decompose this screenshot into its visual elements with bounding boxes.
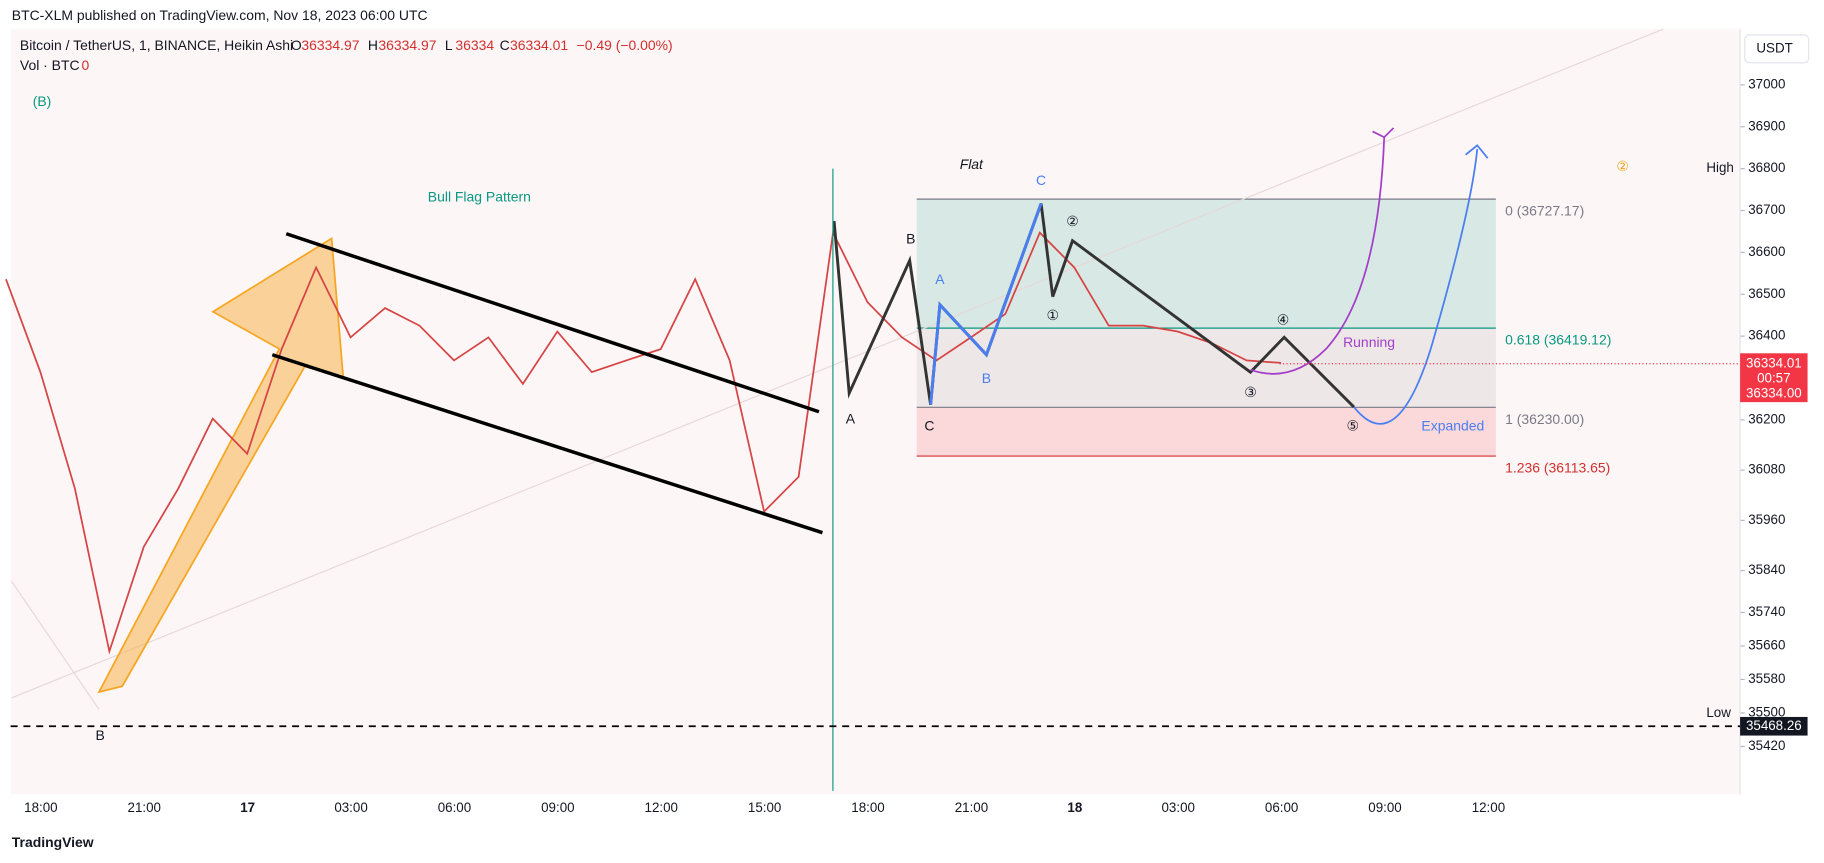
ohlc-value: 36334 (455, 37, 494, 53)
y-tick-label: 36500 (1748, 286, 1785, 301)
ohlc-key: O (291, 37, 302, 53)
footer: TradingView (12, 834, 94, 850)
annotation-w1: ① (1046, 307, 1059, 323)
high-tag: High (1706, 160, 1733, 175)
ohlc-value: 36334.97 (301, 37, 359, 53)
annotation-w5: ⑤ (1347, 418, 1360, 434)
running-path (1250, 137, 1386, 375)
annotation-wave_a2: A (935, 271, 945, 287)
publisher: BTC-XLM published on TradingView.com, No… (12, 7, 428, 23)
y-tick-label: 35500 (1748, 704, 1785, 719)
annotation-wave_c1: C (924, 418, 934, 434)
annotation-bull_flag: Bull Flag Pattern (428, 188, 531, 204)
fib-zone (916, 199, 1496, 329)
y-tick-label: 35740 (1748, 604, 1785, 619)
wave-label: (B) (33, 93, 52, 109)
arrow-head (1372, 127, 1395, 139)
ohlc-key: C (500, 37, 510, 53)
annotation-wave_b2: B (982, 370, 991, 386)
annotation-w4: ④ (1277, 312, 1290, 328)
y-tick-label: 35840 (1748, 562, 1785, 577)
y-tick-label: 36600 (1748, 244, 1785, 259)
y-tick-label: 35420 (1748, 738, 1785, 753)
ohlc: O 36334.97 H 36334.97 L 36334 C 36334.01 −0.49 (… (291, 37, 673, 53)
annotation-w3: ③ (1244, 384, 1257, 400)
x-tick-label: 09:00 (541, 800, 574, 815)
fib-zones (916, 198, 1496, 457)
last-label: 36334.01 (1746, 355, 1802, 370)
fib-label: 0.618 (36419.12) (1505, 332, 1611, 348)
volume-label: Vol · BTC (20, 57, 80, 73)
y-tick-label: 36700 (1748, 202, 1785, 217)
last-tag (1740, 353, 1808, 403)
y-tick-label: 36900 (1748, 118, 1785, 133)
trend-guide (11, 581, 100, 710)
low-price: 35468.26 (1746, 718, 1802, 733)
x-tick-label: 15:00 (748, 800, 781, 815)
ohlc-value: 36334.01 (510, 37, 568, 53)
x-tick-label: 21:00 (955, 800, 988, 815)
y-tick-label: 35580 (1748, 671, 1785, 686)
wave-line (929, 203, 1043, 405)
symbol: Bitcoin / TetherUS, 1, BINANCE, Heikin A… (20, 37, 293, 53)
x-tick-label: 18 (1067, 800, 1082, 815)
axes: 37000 36900 36800 36700 36600 36500 36400 36200… (10, 29, 1808, 815)
plot-bg (10, 29, 1741, 795)
fib-label: 1 (36230.00) (1505, 411, 1584, 427)
fib-label: 1.236 (36113.65) (1505, 460, 1610, 476)
annotation-running: Running (1343, 334, 1395, 350)
y-tick-label: 36200 (1748, 411, 1785, 426)
flag-line (271, 353, 823, 535)
currency[interactable]: USDT (1756, 40, 1792, 55)
x-tick-label: 06:00 (438, 800, 471, 815)
y-tick-label: 36800 (1748, 160, 1785, 175)
ohlc-change: −0.49 (−0.00%) (577, 37, 673, 53)
price-tag (1740, 716, 1808, 736)
x-tick-label: 03:00 (1162, 800, 1195, 815)
x-tick-label: 09:00 (1368, 800, 1401, 815)
flag-line (285, 232, 820, 414)
x-tick-label: 17 (240, 800, 255, 815)
x-tick-label: 03:00 (334, 800, 367, 815)
x-tick-label: 12:00 (645, 800, 678, 815)
last-countdown: 00:57 (1757, 370, 1790, 385)
annotation-expanded: Expanded (1421, 418, 1484, 434)
annotation-w2o: ② (1616, 158, 1629, 174)
low-tag: Low (1706, 705, 1731, 720)
ohlc-key: L (445, 37, 453, 53)
arrow-head (1465, 144, 1489, 159)
fib-zone (916, 407, 1496, 457)
annotation-wave_c2: C (1036, 172, 1046, 188)
ohlc-value: 36334.97 (378, 37, 436, 53)
annotation-wave_a1: A (846, 411, 856, 427)
annotation-wave_b0: B (96, 727, 105, 743)
volume-value: 0 (82, 57, 90, 73)
y-tick-label: 36400 (1748, 328, 1785, 343)
currency-box[interactable] (1744, 34, 1810, 64)
last-second: 36334.00 (1746, 386, 1802, 401)
annotation-flat: Flat (960, 156, 984, 172)
y-tick-label: 36080 (1748, 462, 1785, 477)
bull-arrow (97, 236, 345, 694)
trend-guide (11, 28, 1664, 699)
y-tick-label: 37000 (1748, 76, 1785, 91)
annotations: 0 (36727.17) 0.618 (36419.12) 1 (36230.00)… (96, 156, 1629, 743)
x-tick-label: 18:00 (24, 800, 57, 815)
fib-label: 0 (36727.17) (1505, 203, 1584, 219)
x-tick-label: 21:00 (128, 800, 161, 815)
x-tick-label: 12:00 (1472, 800, 1505, 815)
y-tick-label: 35660 (1748, 638, 1785, 653)
annotation-w2: ② (1066, 213, 1079, 229)
x-tick-label: 18:00 (851, 800, 884, 815)
annotation-wave_b1: B (906, 230, 915, 246)
y-tick-label: 35960 (1748, 512, 1785, 527)
ohlc-key: H (368, 37, 378, 53)
x-tick-label: 06:00 (1265, 800, 1298, 815)
expanded-path (1353, 148, 1479, 425)
